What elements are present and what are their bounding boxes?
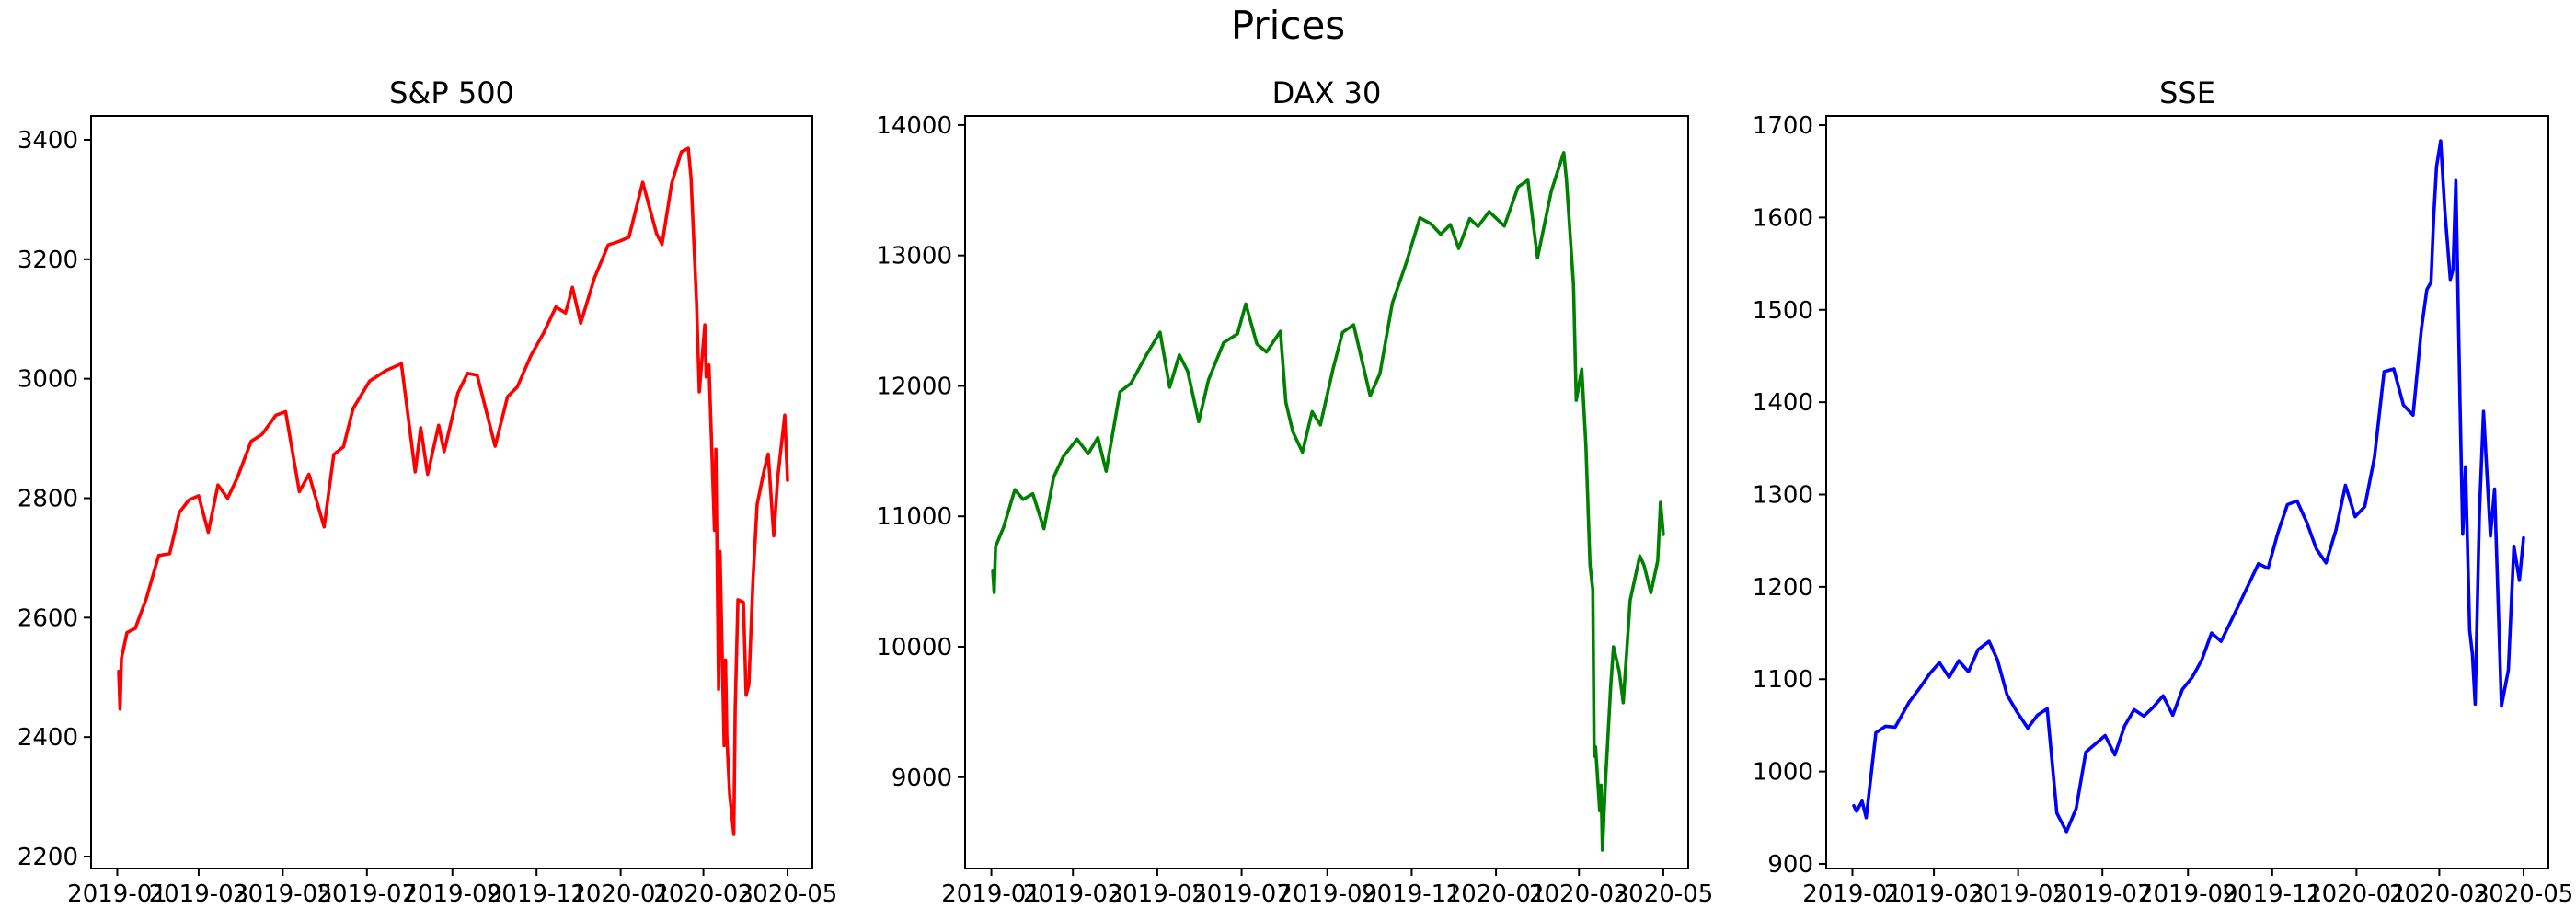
x-tick-label: 2019-09: [2138, 880, 2238, 908]
axes-frame-dax30: [964, 115, 1689, 869]
y-tick-label: 900: [1767, 851, 1813, 879]
y-tick-label: 14000: [876, 112, 952, 140]
x-tick-label: 2020-05: [2474, 880, 2574, 908]
y-tick-label: 11000: [876, 503, 952, 531]
y-tick-label: 13000: [876, 243, 952, 270]
y-tick-label: 1300: [1753, 482, 1813, 510]
x-tick-label: 2020-03: [653, 880, 753, 908]
panel-title-sse: SSE: [2159, 75, 2215, 110]
y-tick-label: 1600: [1753, 204, 1813, 232]
x-tick-label: 2019-07: [2053, 880, 2153, 908]
panel-sp500: S&P 5002019-012019-032019-052019-072019-…: [17, 75, 838, 908]
x-tick-label: 2019-05: [1968, 880, 2068, 908]
y-tick-label: 1200: [1753, 574, 1813, 602]
panel-dax30: DAX 30 2019-012019-032019-052019-072019-0…: [876, 75, 1713, 908]
x-tick-label: 2020-01: [1446, 880, 1547, 908]
axes-frame-sp500: [90, 115, 813, 869]
y-tick-label: 1000: [1753, 759, 1813, 787]
x-tick-label: 2019-05: [233, 880, 333, 908]
x-tick-label: 2019-11: [487, 880, 587, 908]
x-tick-label: 2020-03: [1529, 880, 1629, 908]
x-tick-label: 2019-03: [1884, 880, 1984, 908]
y-tick-label: 2200: [17, 844, 78, 871]
x-tick-label: 2020-03: [2389, 880, 2490, 908]
x-tick-label: 2019-11: [2222, 880, 2322, 908]
y-tick-label: 9000: [891, 765, 952, 792]
x-tick-label: 2020-01: [2306, 880, 2407, 908]
series-line-sse: [1852, 139, 2525, 834]
y-tick-label: 2400: [17, 724, 78, 752]
axes-frame-sse: [1825, 115, 2549, 869]
x-tick-label: 2020-01: [570, 880, 671, 908]
x-tick-label: 2019-01: [67, 880, 167, 908]
figure-title: Prices: [1231, 3, 1345, 48]
panel-title-dax30: DAX 30: [1272, 75, 1382, 110]
y-tick-label: 1700: [1753, 112, 1813, 140]
y-tick-label: 10000: [876, 634, 952, 661]
x-tick-label: 2019-07: [316, 880, 417, 908]
series-line-sp500: [117, 146, 789, 836]
x-tick-label: 2019-09: [402, 880, 502, 908]
x-tick-label: 2020-05: [738, 880, 838, 908]
y-tick-label: 1400: [1753, 389, 1813, 417]
y-tick-label: 3400: [17, 127, 78, 155]
x-tick-label: 2019-03: [1023, 880, 1123, 908]
y-tick-label: 3000: [17, 366, 78, 394]
y-tick-label: 1100: [1753, 666, 1813, 694]
x-tick-label: 2019-01: [941, 880, 1041, 908]
y-tick-label: 2800: [17, 485, 78, 512]
x-tick-label: 2019-11: [1362, 880, 1462, 908]
x-tick-label: 2020-05: [1614, 880, 1714, 908]
panel-title-sp500: S&P 500: [389, 75, 514, 110]
y-tick-label: 1500: [1753, 297, 1813, 325]
x-tick-label: 2019-05: [1108, 880, 1208, 908]
x-tick-label: 2019-07: [1191, 880, 1292, 908]
x-tick-label: 2019-09: [1277, 880, 1377, 908]
x-tick-label: 2019-01: [1802, 880, 1903, 908]
y-tick-label: 2600: [17, 604, 78, 632]
series-line-dax30: [991, 151, 1665, 852]
y-tick-label: 12000: [876, 373, 952, 400]
y-tick-label: 3200: [17, 247, 78, 274]
panel-sse: SSE2019-012019-032019-052019-072019-0920…: [1753, 75, 2573, 908]
x-tick-label: 2019-03: [149, 880, 249, 908]
